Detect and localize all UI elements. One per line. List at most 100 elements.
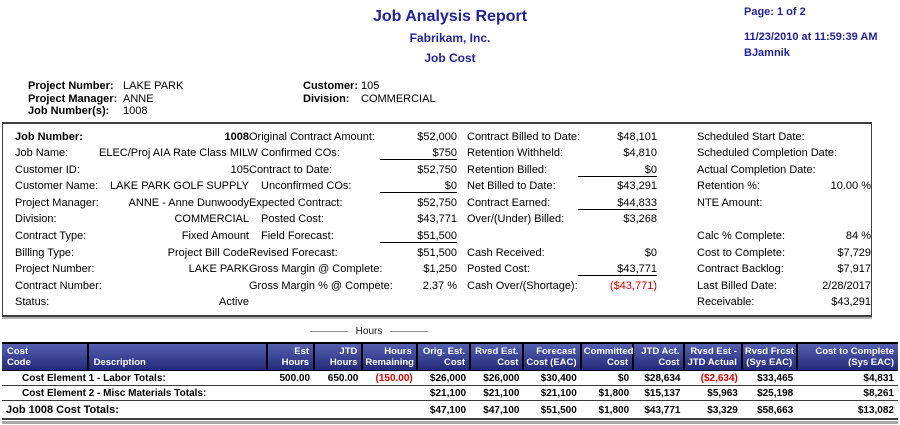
detail-value: 10.00 % [830, 180, 871, 193]
column-header-line1: Cost to Complete [815, 346, 894, 358]
detail-label: Over/(Under) Billed: [467, 213, 565, 226]
detail-label: Cost to Complete: [697, 246, 786, 259]
detail-value: ($43,771) [609, 279, 657, 292]
summary-field-value: COMMERCIAL [361, 92, 436, 105]
column-header-line1: JTD [339, 346, 358, 358]
detail-value: $0 [644, 246, 657, 259]
column-header: Rvsd Est - JTD Actual [683, 342, 742, 372]
table-cell: (150.00) [362, 370, 417, 387]
detail-value [380, 294, 457, 311]
cost-table-header-row: Cost Code Description Est Hours JTD Hours Hour… [2, 342, 898, 372]
hours-divider-label: Hours [355, 326, 383, 338]
detail-label: Project Number: [15, 263, 95, 276]
detail-row: Billing Type: Project Bill Code Revised Fo… [15, 245, 871, 262]
column-header-line2: Code [7, 357, 31, 369]
table-cell [266, 385, 315, 402]
column-header-line1: Est [294, 346, 310, 358]
job-detail-box: Job Number: 1008 Original Contract Amount:… [2, 121, 872, 318]
detail-label: Job Name: [15, 147, 69, 160]
detail-value [801, 129, 871, 146]
table-cell: $47,100 [416, 400, 471, 421]
summary-field-value: 1008 [123, 105, 148, 117]
detail-value [801, 145, 871, 162]
detail-value: $51,500 [417, 246, 457, 259]
table-cell: 650.00 [314, 370, 363, 387]
summary-field: Project Number: LAKE PARK [28, 80, 273, 93]
detail-value: $52,000 [417, 130, 457, 143]
column-header: Committed Cost [579, 342, 633, 372]
detail-label: Retention Billed: [467, 163, 548, 176]
column-header: Rvsd Frcst (Sys EAC) [740, 342, 798, 372]
table-cell: $21,100 [523, 385, 581, 402]
detail-value: $1,250 [423, 263, 457, 276]
table-cell: $26,000 [416, 370, 471, 387]
table-cell: $51,500 [523, 400, 581, 421]
detail-value: $7,729 [837, 246, 871, 259]
detail-value: $43,291 [617, 180, 657, 193]
detail-label: Scheduled Completion Date: [697, 147, 838, 160]
summary-field-label: Job Number(s): [28, 105, 110, 117]
detail-value: ANNE - Anne Dunwoody [128, 196, 249, 209]
table-cell: $25,198 [741, 385, 798, 402]
detail-row: Status: Active Receivable: $43,291 [15, 294, 871, 311]
report-subtitle: Job Cost [424, 51, 476, 65]
table-cell: $47,100 [470, 400, 524, 421]
summary-field-label: Division: [303, 92, 350, 105]
summary-field-label: Project Number: [28, 80, 114, 92]
detail-value: Active [219, 296, 249, 309]
detail-value: LAKE PARK GOLF SUPPLY [110, 180, 249, 193]
detail-label [457, 228, 578, 245]
column-header: Cost to Complete (Sys EAC) [796, 342, 898, 372]
detail-value [99, 278, 249, 295]
detail-value: 105 [230, 163, 249, 176]
column-header-line2: Hours [329, 357, 358, 369]
column-header-line2: (Sys EAC) [848, 357, 894, 369]
detail-label [457, 294, 578, 311]
detail-value [578, 228, 657, 245]
column-header-line1: Rvsd Est. [475, 346, 519, 358]
detail-row: Contract Number: Gross Margin % @ Compete… [15, 278, 871, 295]
detail-value: 84 % [845, 230, 871, 243]
company-name: Fabrikam, Inc. [409, 31, 491, 45]
detail-value: 2.37 % [422, 279, 457, 292]
page-info-block: Page: 1 of 2 11/23/2010 at 11:59:39 AM B… [744, 6, 900, 59]
table-cell: $30,400 [523, 370, 581, 387]
report-user: BJamnik [744, 47, 790, 59]
table-cell: $21,100 [470, 385, 524, 402]
row-label: Cost Element 1 - Labor Totals: [2, 370, 267, 387]
column-header: Forecast Cost (EAC) [522, 342, 581, 372]
detail-label: Retention Withheld: [467, 147, 563, 160]
table-cell [362, 385, 417, 402]
detail-label [249, 294, 380, 311]
detail-label: Posted Cost: [261, 213, 324, 226]
table-cell: $5,963 [684, 385, 742, 402]
column-header: JTD Hours [313, 342, 363, 372]
detail-label: Gross Margin % @ Compete: [249, 279, 393, 292]
detail-value: $0 [578, 162, 657, 177]
detail-value: $4,810 [623, 147, 657, 160]
detail-label: Cash Over/(Shortage): [467, 279, 578, 292]
detail-value: Project Bill Code [167, 246, 249, 259]
detail-value: $51,500 [380, 228, 457, 244]
totals-row: Job 1008 Cost Totals: $47,100 $47,100 $51,5… [2, 400, 898, 421]
table-row: Cost Element 2 - Misc Materials Totals: $… [2, 385, 898, 402]
detail-label: Revised Forecast: [249, 246, 338, 259]
hours-divider: Hours [310, 326, 428, 337]
detail-label: Cash Received: [467, 246, 545, 259]
table-cell: $1,800 [580, 400, 634, 421]
table-cell: $4,831 [797, 370, 898, 387]
detail-row: Division: COMMERCIAL Posted Cost: $43,771 Ov… [15, 211, 871, 228]
column-header: Orig. Est. Cost [415, 342, 471, 372]
summary-field: Customer: 105 [303, 80, 436, 93]
detail-value [801, 162, 871, 179]
column-header-line2: Cost [658, 357, 680, 369]
report-datetime: 11/23/2010 at 11:59:39 AM [744, 31, 878, 43]
column-header-line1: Orig. Est. [422, 346, 466, 358]
detail-row: Job Number: 1008 Original Contract Amount:… [15, 129, 871, 146]
detail-label: Job Number: [15, 130, 83, 143]
detail-label: Billing Type: [15, 246, 75, 259]
detail-value: $750 [380, 145, 457, 161]
detail-row: Contract Type: Fixed Amount Field Forecast… [15, 228, 871, 245]
table-cell: $43,771 [633, 400, 685, 421]
